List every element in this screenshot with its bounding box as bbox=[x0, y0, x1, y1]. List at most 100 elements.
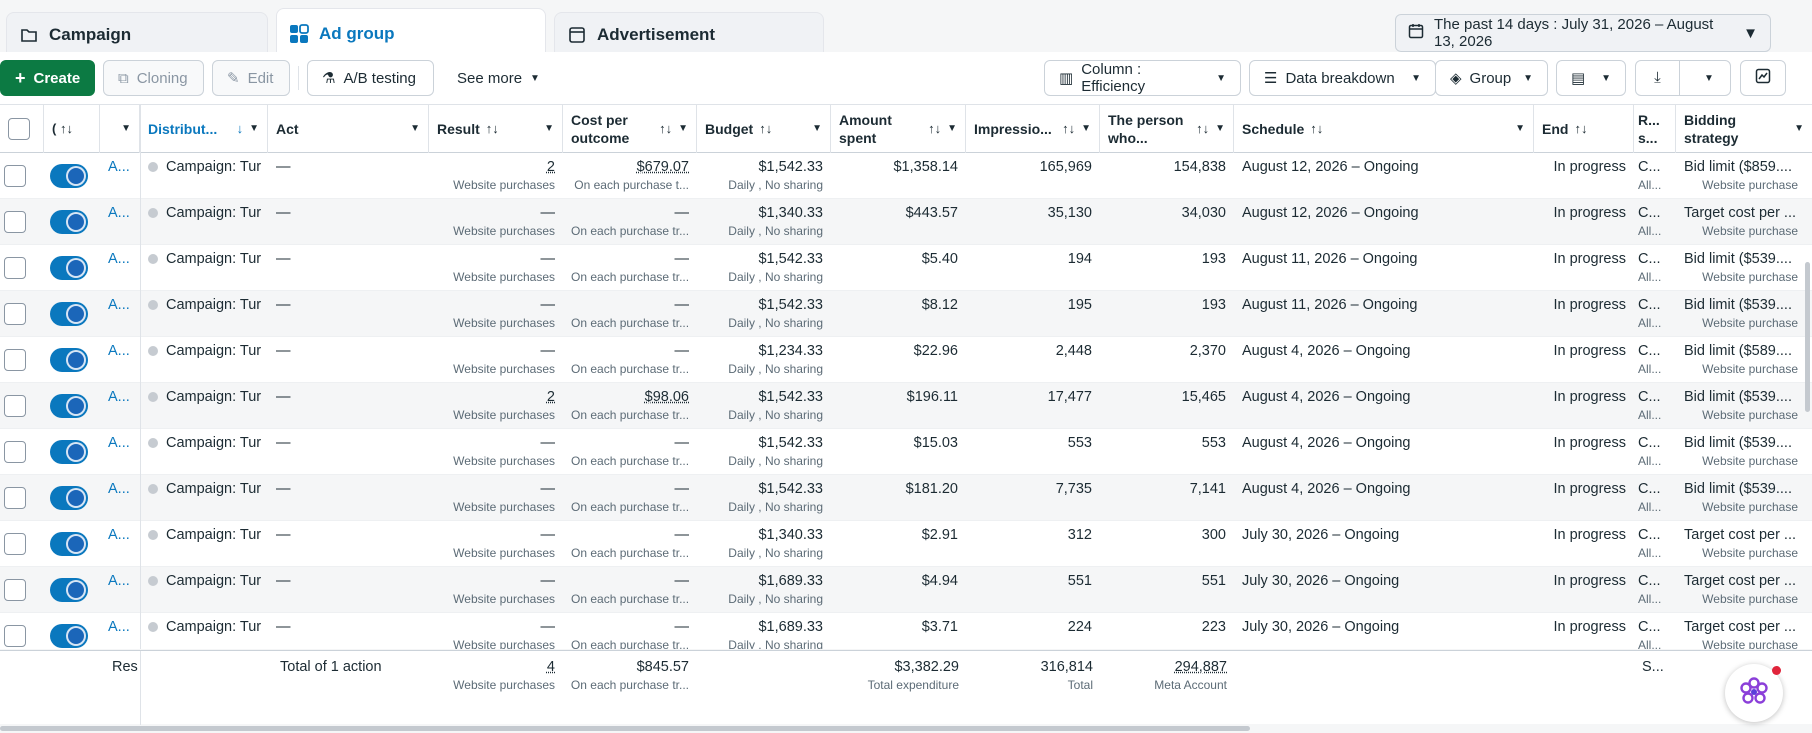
table-row[interactable]: A... Campaign: Tur — — Website purchases — On … bbox=[0, 337, 1812, 383]
ad-icon bbox=[567, 25, 587, 45]
adgroup-name-link[interactable]: A... bbox=[108, 297, 130, 313]
header-rs[interactable]: R... s... bbox=[1634, 105, 1676, 153]
see-more-label: See more bbox=[457, 69, 523, 87]
download-icon: ⤓ bbox=[1636, 61, 1680, 95]
select-all-checkbox[interactable] bbox=[8, 118, 30, 140]
report-icon: ▤ bbox=[1571, 70, 1586, 87]
distribution-cell: Campaign: Tur bbox=[140, 429, 268, 475]
status-toggle[interactable] bbox=[50, 164, 88, 188]
row-checkbox[interactable] bbox=[4, 395, 26, 417]
report-button[interactable]: ▤ ▼ bbox=[1556, 60, 1626, 96]
adgroup-name-link[interactable]: A... bbox=[108, 389, 130, 405]
create-button[interactable]: + Create bbox=[0, 60, 95, 96]
status-toggle[interactable] bbox=[50, 256, 88, 280]
adgroup-name-link[interactable]: A... bbox=[108, 481, 130, 497]
header-budget[interactable]: Budget ↑↓ ▼ bbox=[697, 105, 831, 153]
totals-impressions-value: 316,814 bbox=[1040, 659, 1093, 675]
table-row[interactable]: A... Campaign: Tur — — Website purchases — On … bbox=[0, 613, 1812, 649]
assistant-button[interactable] bbox=[1725, 664, 1783, 722]
see-more-button[interactable]: See more ▼ bbox=[442, 60, 558, 96]
adgroup-name-link[interactable]: A... bbox=[108, 159, 130, 175]
header-schedule[interactable]: Schedule ↑↓ ▼ bbox=[1234, 105, 1534, 153]
totals-person-value[interactable]: 294,887 bbox=[1174, 659, 1227, 675]
chevron-down-icon: ▼ bbox=[812, 123, 822, 134]
header-result[interactable]: Result ↑↓ ▼ bbox=[429, 105, 563, 153]
table-row[interactable]: A... Campaign: Tur — — Website purchases — On … bbox=[0, 521, 1812, 567]
status-toggle[interactable] bbox=[50, 348, 88, 372]
table-row[interactable]: A... Campaign: Tur — 2 Website purchases $679… bbox=[0, 153, 1812, 199]
row-checkbox[interactable] bbox=[4, 257, 26, 279]
adgroup-name-link[interactable]: A... bbox=[108, 573, 130, 589]
sort-icon: ↑↓ bbox=[928, 121, 942, 136]
ab-testing-button[interactable]: ⚗ A/B testing bbox=[307, 60, 434, 96]
row-checkbox[interactable] bbox=[4, 533, 26, 555]
status-toggle[interactable] bbox=[50, 532, 88, 556]
rs-sub: All... bbox=[1638, 316, 1662, 330]
bidding-cell: Target cost per ... Website purchase bbox=[1676, 567, 1806, 613]
status-toggle[interactable] bbox=[50, 210, 88, 234]
adgroup-name-link[interactable]: A... bbox=[108, 205, 130, 221]
adgroup-name-link[interactable]: A... bbox=[108, 251, 130, 267]
row-checkbox[interactable] bbox=[4, 303, 26, 325]
chart-button[interactable] bbox=[1740, 60, 1786, 96]
adgroup-name-link[interactable]: A... bbox=[108, 343, 130, 359]
result-cell: — Website purchases bbox=[429, 199, 563, 245]
horizontal-scrollbar[interactable] bbox=[0, 726, 1250, 731]
header-toggle[interactable]: ( ↑↓ bbox=[44, 105, 100, 153]
campaign-label: Campaign: Tur bbox=[166, 619, 262, 635]
table-row[interactable]: A... Campaign: Tur — — Website purchases — On … bbox=[0, 475, 1812, 521]
status-toggle[interactable] bbox=[50, 394, 88, 418]
data-breakdown-button[interactable]: ☰ Data breakdown ▼ bbox=[1249, 60, 1436, 96]
totals-result-value[interactable]: 4 bbox=[546, 659, 555, 675]
status-toggle[interactable] bbox=[50, 486, 88, 510]
bidding-sub: Website purchase bbox=[1702, 362, 1798, 376]
row-checkbox[interactable] bbox=[4, 349, 26, 371]
row-checkbox[interactable] bbox=[4, 165, 26, 187]
spent-cell: $8.12 bbox=[921, 297, 958, 313]
vertical-scrollbar[interactable] bbox=[1805, 262, 1810, 412]
header-distribution[interactable]: Distribut... ↓ ▼ bbox=[140, 105, 268, 153]
rs-value: C... bbox=[1638, 205, 1661, 221]
tab-ad-group[interactable]: Ad group bbox=[276, 8, 546, 58]
rs-sub: All... bbox=[1638, 362, 1662, 376]
cloning-button[interactable]: ⧉ Cloning bbox=[103, 60, 204, 96]
header-name[interactable]: ▼ bbox=[100, 105, 140, 153]
row-checkbox[interactable] bbox=[4, 487, 26, 509]
row-checkbox[interactable] bbox=[4, 441, 26, 463]
table-row[interactable]: A... Campaign: Tur — — Website purchases — On … bbox=[0, 245, 1812, 291]
tab-campaign[interactable]: Campaign bbox=[6, 12, 268, 56]
header-end[interactable]: End ↑↓ bbox=[1534, 105, 1634, 153]
status-toggle[interactable] bbox=[50, 624, 88, 648]
table-row[interactable]: A... Campaign: Tur — — Website purchases — On … bbox=[0, 291, 1812, 337]
header-bidding-strategy[interactable]: Bidding strategy ▼ bbox=[1676, 105, 1812, 153]
adgroup-name-link[interactable]: A... bbox=[108, 435, 130, 451]
row-checkbox[interactable] bbox=[4, 579, 26, 601]
adgroup-name-link[interactable]: A... bbox=[108, 619, 130, 635]
header-person-who[interactable]: The person who... ↑↓ ▼ bbox=[1100, 105, 1234, 153]
column-selector[interactable]: ▥ Column : Efficiency ▼ bbox=[1044, 60, 1241, 96]
table-row[interactable]: A... Campaign: Tur — — Website purchases — On … bbox=[0, 199, 1812, 245]
cost-cell: — On each purchase tr... bbox=[563, 475, 697, 521]
status-toggle[interactable] bbox=[50, 440, 88, 464]
tab-advertisement[interactable]: Advertisement bbox=[554, 12, 824, 56]
status-toggle[interactable] bbox=[50, 578, 88, 602]
header-cost-per-outcome[interactable]: Cost per outcome ↑↓ ▼ bbox=[563, 105, 697, 153]
export-button[interactable]: ⤓ ▼ bbox=[1635, 60, 1731, 96]
bidding-sub: Website purchase bbox=[1702, 316, 1798, 330]
table-row[interactable]: A... Campaign: Tur — — Website purchases — On … bbox=[0, 567, 1812, 613]
adgroup-name-link[interactable]: A... bbox=[108, 527, 130, 543]
date-range-picker[interactable]: The past 14 days : July 31, 2026 – Augus… bbox=[1395, 14, 1771, 52]
header-impressions[interactable]: Impressio... ↑↓ ▼ bbox=[966, 105, 1100, 153]
group-button[interactable]: ◈ Group ▼ bbox=[1435, 60, 1548, 96]
table-row[interactable]: A... Campaign: Tur — 2 Website purchases $98.… bbox=[0, 383, 1812, 429]
row-checkbox[interactable] bbox=[4, 625, 26, 647]
header-act[interactable]: Act ▼ bbox=[268, 105, 429, 153]
status-dot bbox=[148, 438, 158, 449]
row-checkbox[interactable] bbox=[4, 211, 26, 233]
status-toggle[interactable] bbox=[50, 302, 88, 326]
header-amount-spent[interactable]: Amount spent ↑↓ ▼ bbox=[831, 105, 966, 153]
schedule-cell: August 12, 2026 – Ongoing bbox=[1242, 159, 1419, 175]
cost-sub: On each purchase tr... bbox=[571, 454, 690, 468]
edit-button[interactable]: ✎ Edit bbox=[212, 60, 290, 96]
table-row[interactable]: A... Campaign: Tur — — Website purchases — On … bbox=[0, 429, 1812, 475]
